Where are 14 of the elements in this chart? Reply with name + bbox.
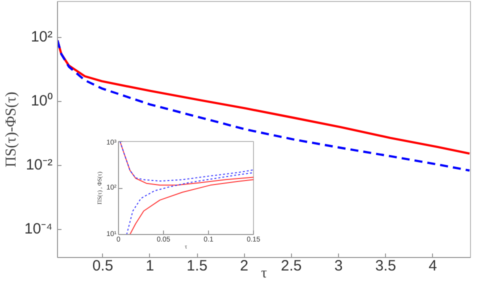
x-axis-title: τ bbox=[260, 266, 268, 282]
y-tick-label: 10² bbox=[30, 28, 53, 46]
x-tick-label: 0.5 bbox=[92, 258, 114, 274]
y-tick-label: 10⁻⁴ bbox=[24, 220, 53, 238]
x-tick-label: 2 bbox=[240, 258, 248, 274]
y-tick-label: 10⁰ bbox=[30, 92, 53, 110]
x-tick-label: 3 bbox=[334, 258, 343, 274]
x-tick-label: 1 bbox=[146, 258, 154, 274]
x-tick-label: 2.5 bbox=[280, 258, 302, 274]
x-tick-label: 1.5 bbox=[186, 258, 208, 274]
y-tick-label: 10⁻² bbox=[26, 156, 53, 174]
y-axis-title: ΠS(τ)-ΦS(τ) bbox=[3, 92, 20, 168]
x-tick-label: 4 bbox=[428, 258, 437, 274]
x-tick-label: 3.5 bbox=[375, 258, 396, 274]
